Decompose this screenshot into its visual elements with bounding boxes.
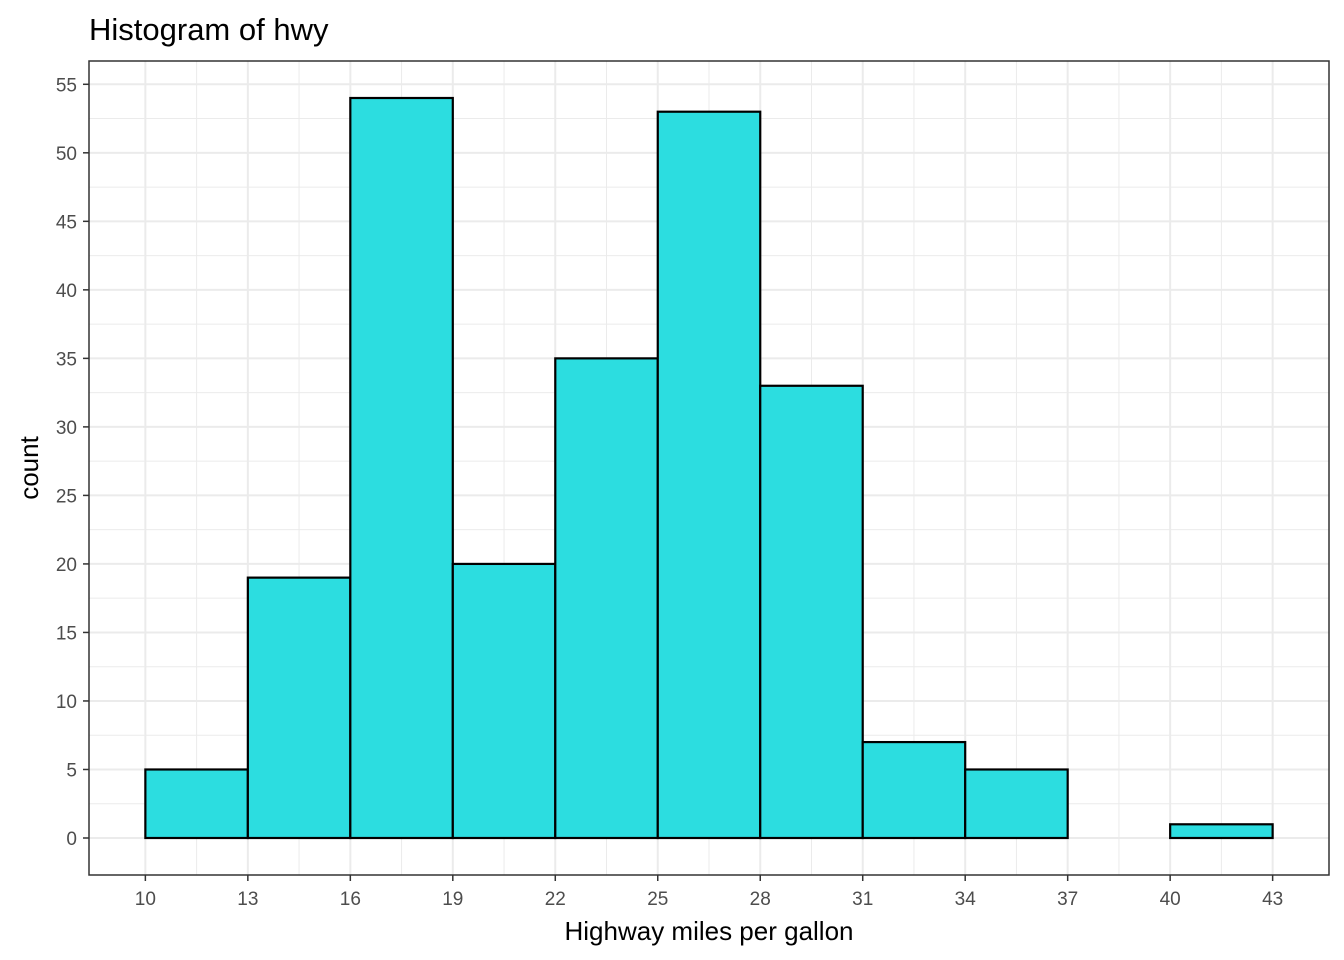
histogram-bar-4 bbox=[554, 357, 659, 840]
y-tick-label: 35 bbox=[56, 349, 77, 370]
x-tick-label: 43 bbox=[1262, 889, 1283, 910]
bars bbox=[144, 96, 1274, 840]
x-tick-label: 37 bbox=[1057, 889, 1078, 910]
x-tick-label: 19 bbox=[442, 889, 463, 910]
y-tick-label: 30 bbox=[56, 418, 77, 439]
y-tick-label: 45 bbox=[56, 212, 77, 233]
panel-border bbox=[88, 60, 1330, 876]
x-axis: 10 13 16 19 22 25 28 31 34 37 40 43 bbox=[135, 875, 1283, 910]
y-tick-label: 50 bbox=[56, 144, 77, 165]
x-tick-label: 25 bbox=[647, 889, 668, 910]
histogram-bar-7 bbox=[861, 740, 967, 840]
histogram-bar-6 bbox=[759, 384, 864, 840]
x-tick-label: 31 bbox=[852, 889, 873, 910]
x-axis-title: Highway miles per gallon bbox=[564, 916, 853, 946]
x-tick-label: 16 bbox=[340, 889, 361, 910]
y-tick-label: 20 bbox=[56, 555, 77, 576]
histogram-bar-8 bbox=[964, 768, 1069, 840]
x-tick-label: 28 bbox=[750, 889, 771, 910]
x-tick-label: 22 bbox=[545, 889, 566, 910]
x-tick-label: 40 bbox=[1160, 889, 1181, 910]
y-tick-label: 55 bbox=[56, 75, 77, 96]
y-tick-label: 15 bbox=[56, 623, 77, 644]
x-tick-label: 10 bbox=[135, 889, 156, 910]
histogram-bar-0 bbox=[144, 768, 249, 840]
histogram-bar-2 bbox=[349, 96, 454, 840]
y-axis-title: count bbox=[14, 435, 44, 499]
y-tick-label: 10 bbox=[56, 692, 77, 713]
histogram-bar-5 bbox=[656, 110, 762, 840]
y-tick-label: 25 bbox=[56, 486, 77, 507]
histogram-bar-1 bbox=[246, 576, 352, 840]
x-tick-label: 13 bbox=[237, 889, 258, 910]
chart-title: Histogram of hwy bbox=[89, 12, 329, 47]
y-tick-label: 5 bbox=[66, 760, 77, 781]
y-axis: 0 5 10 15 20 25 30 35 40 45 50 55 bbox=[56, 75, 89, 850]
histogram-bar-3 bbox=[451, 562, 557, 840]
y-tick-label: 40 bbox=[56, 281, 77, 302]
x-tick-label: 34 bbox=[955, 889, 977, 910]
y-tick-label: 0 bbox=[66, 829, 77, 850]
histogram-bar-10 bbox=[1169, 823, 1274, 840]
